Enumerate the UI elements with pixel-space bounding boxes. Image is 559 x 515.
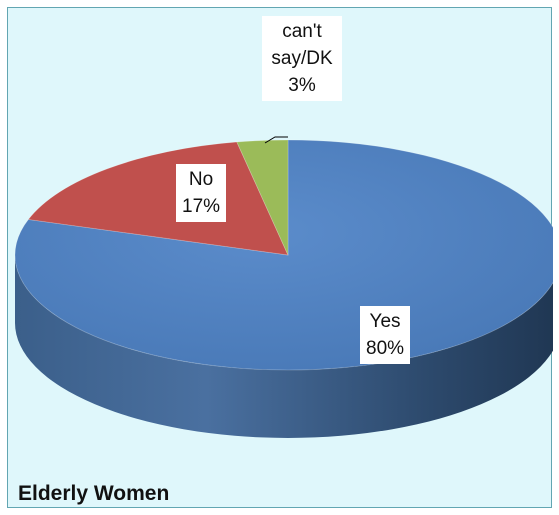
pie-slice-can-t-say-dk [236, 139, 289, 256]
slice-label-no: No 17% [176, 164, 227, 222]
chart-title: Elderly Women [18, 482, 170, 505]
slice-name-yes: Yes [369, 311, 401, 332]
pie-chart [14, 136, 553, 438]
slice-value-dk: 3% [288, 75, 316, 96]
leader-line-dk [264, 136, 288, 144]
slice-value-yes: 80% [366, 338, 405, 359]
pie-side-wall [15, 255, 553, 438]
slice-name-dk: can't say/DK [271, 21, 333, 69]
pie-slice-yes [14, 139, 553, 371]
chart-area: Yes 80% No 17% can't say/DK 3% Elderly W… [7, 7, 553, 508]
slice-label-yes: Yes 80% [360, 306, 411, 364]
slice-value-no: 17% [182, 196, 221, 217]
slice-name-no: No [188, 169, 214, 190]
slice-label-dk: can't say/DK 3% [262, 16, 342, 101]
